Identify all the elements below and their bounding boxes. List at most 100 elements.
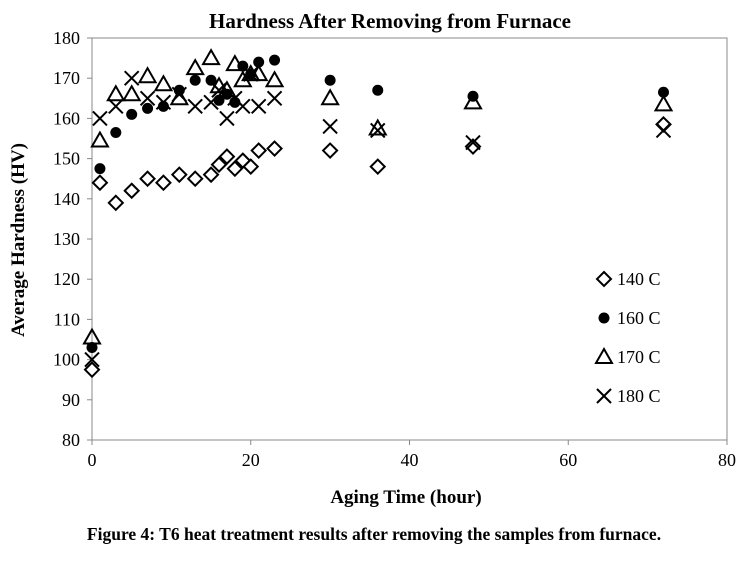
data-point [91, 174, 109, 192]
data-point [324, 74, 336, 86]
data-point [369, 158, 387, 176]
data-point [171, 86, 188, 102]
data-point [187, 98, 203, 115]
y-tick-label: 180 [53, 28, 80, 48]
data-point [211, 82, 227, 98]
data-point [269, 54, 281, 66]
y-tick-label: 110 [54, 309, 80, 329]
data-point [137, 66, 158, 84]
data-point [110, 126, 122, 138]
y-tick-label: 80 [62, 430, 80, 450]
x-tick-label: 60 [559, 450, 577, 470]
data-point [186, 170, 204, 188]
data-point [368, 118, 388, 136]
data-point [157, 100, 169, 112]
data-point [321, 142, 339, 159]
plot-area [91, 37, 728, 441]
chart-title: Hardness After Removing from Furnace [209, 9, 571, 33]
data-point [106, 84, 126, 102]
y-tick-label: 90 [62, 390, 80, 410]
x-tick-label: 20 [242, 450, 260, 470]
data-point [153, 74, 174, 92]
data-point [266, 90, 283, 107]
figure-caption: Figure 4: T6 heat treatment results afte… [86, 524, 662, 544]
data-point [121, 84, 142, 102]
legend-label: 180 C [617, 386, 661, 406]
data-point [234, 152, 252, 170]
data-point [94, 163, 106, 175]
scatter-chart: Hardness After Removing from Furnace Agi… [8, 9, 736, 508]
data-point [463, 92, 483, 110]
legend-label: 160 C [617, 308, 661, 328]
x-tick-label: 40 [401, 450, 419, 470]
data-point [225, 54, 245, 72]
data-point [84, 351, 100, 368]
data-point [235, 98, 251, 115]
series-140-c [83, 116, 672, 379]
data-point [123, 182, 141, 200]
data-point [203, 94, 219, 111]
legend-item: 170 C [594, 346, 661, 367]
data-point [219, 110, 235, 127]
y-tick-label: 170 [53, 68, 80, 88]
data-point [250, 142, 268, 159]
data-point [170, 166, 188, 184]
data-point [202, 166, 220, 184]
data-point [83, 361, 101, 379]
series-180-c [84, 66, 672, 368]
data-point [142, 102, 154, 114]
data-point [205, 74, 217, 86]
legend-marker [595, 270, 613, 288]
data-point [226, 160, 244, 178]
legend-item: 160 C [598, 308, 661, 328]
data-point [250, 98, 267, 115]
data-point [107, 194, 125, 212]
data-point [253, 56, 265, 68]
data-point [320, 88, 340, 106]
data-point [322, 118, 338, 135]
data-point [123, 70, 140, 86]
data-point [155, 174, 172, 192]
data-point [189, 74, 201, 86]
data-point [185, 58, 205, 76]
data-point [264, 70, 285, 88]
data-point [653, 94, 674, 112]
data-point [655, 122, 672, 139]
legend-item: 180 C [596, 386, 661, 406]
data-point [242, 158, 260, 176]
legend-label: 140 C [617, 269, 661, 289]
data-point [210, 156, 228, 174]
data-point [126, 108, 138, 120]
data-point [218, 148, 236, 166]
data-point [108, 98, 124, 115]
legend-marker [598, 312, 610, 324]
y-tick-label: 140 [53, 189, 80, 209]
data-point [370, 122, 386, 139]
data-point [90, 130, 110, 148]
data-point [248, 64, 269, 82]
x-tick-label: 80 [718, 450, 736, 470]
legend-marker [596, 388, 612, 404]
x-axis-label: Aging Time (hour) [330, 487, 481, 508]
y-tick-label: 150 [53, 149, 80, 169]
data-point [201, 48, 221, 66]
data-point [139, 90, 156, 107]
data-point [465, 134, 481, 151]
data-point [243, 66, 259, 82]
y-tick-label: 130 [53, 229, 80, 249]
data-point [464, 138, 482, 155]
series-170-c [82, 48, 674, 345]
x-tick-label: 0 [88, 450, 97, 470]
data-point [92, 110, 108, 127]
data-point [86, 342, 98, 354]
data-point [139, 170, 156, 188]
data-point [229, 96, 241, 108]
y-tick-label: 160 [53, 108, 80, 128]
data-point [217, 80, 237, 98]
data-point [658, 86, 669, 98]
series-160-c [86, 54, 669, 354]
data-point [155, 94, 172, 111]
y-tick-label: 120 [53, 269, 80, 289]
data-point [266, 140, 283, 157]
data-point [372, 84, 384, 96]
